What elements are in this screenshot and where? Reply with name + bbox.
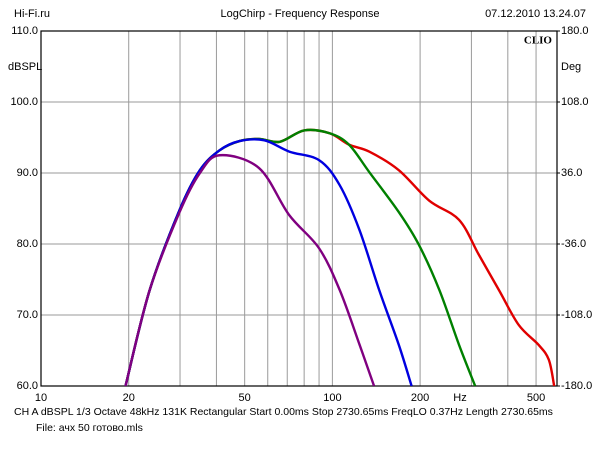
x-tick-label: 500 — [527, 392, 545, 404]
chart-title: LogChirp - Frequency Response — [221, 8, 380, 20]
y2-tick-label: 180.0 — [561, 25, 589, 37]
response-curve — [124, 128, 477, 386]
y2-tick-label: -180.0 — [561, 380, 592, 392]
response-curve — [124, 138, 413, 386]
x-axis-label: Hz — [453, 392, 466, 404]
y-tick-label: 70.0 — [17, 309, 38, 321]
y-axis-label: dBSPL — [8, 61, 42, 73]
y-tick-label: 90.0 — [17, 167, 38, 179]
y2-tick-label: 36.0 — [561, 167, 582, 179]
footer-settings: CH A dBSPL 1/3 Octave 48kHz 131K Rectang… — [14, 406, 553, 418]
plot-frame — [40, 30, 558, 387]
y2-tick-label: -36.0 — [561, 238, 586, 250]
x-tick-label: 200 — [411, 392, 429, 404]
y-tick-label: 60.0 — [17, 380, 38, 392]
header-site: Hi-Fi.ru — [14, 8, 50, 20]
y-tick-label: 80.0 — [17, 238, 38, 250]
y2-tick-label: -108.0 — [561, 309, 592, 321]
header-date: 07.12.2010 13.24.07 — [485, 8, 586, 20]
response-curve — [124, 153, 376, 386]
y2-tick-label: 108.0 — [561, 96, 589, 108]
y-tick-label: 100.0 — [10, 96, 38, 108]
response-curve — [124, 128, 556, 386]
x-tick-label: 20 — [123, 392, 135, 404]
y2-axis-label: Deg — [561, 61, 581, 73]
x-tick-label: 100 — [323, 392, 341, 404]
y-tick-label: 110.0 — [11, 25, 38, 37]
x-tick-label: 10 — [35, 392, 47, 404]
x-tick-label: 50 — [239, 392, 251, 404]
series-group — [124, 128, 556, 386]
clio-badge: CLIO — [524, 35, 553, 47]
footer-file: File: ачх 50 готово.mls — [36, 422, 143, 434]
